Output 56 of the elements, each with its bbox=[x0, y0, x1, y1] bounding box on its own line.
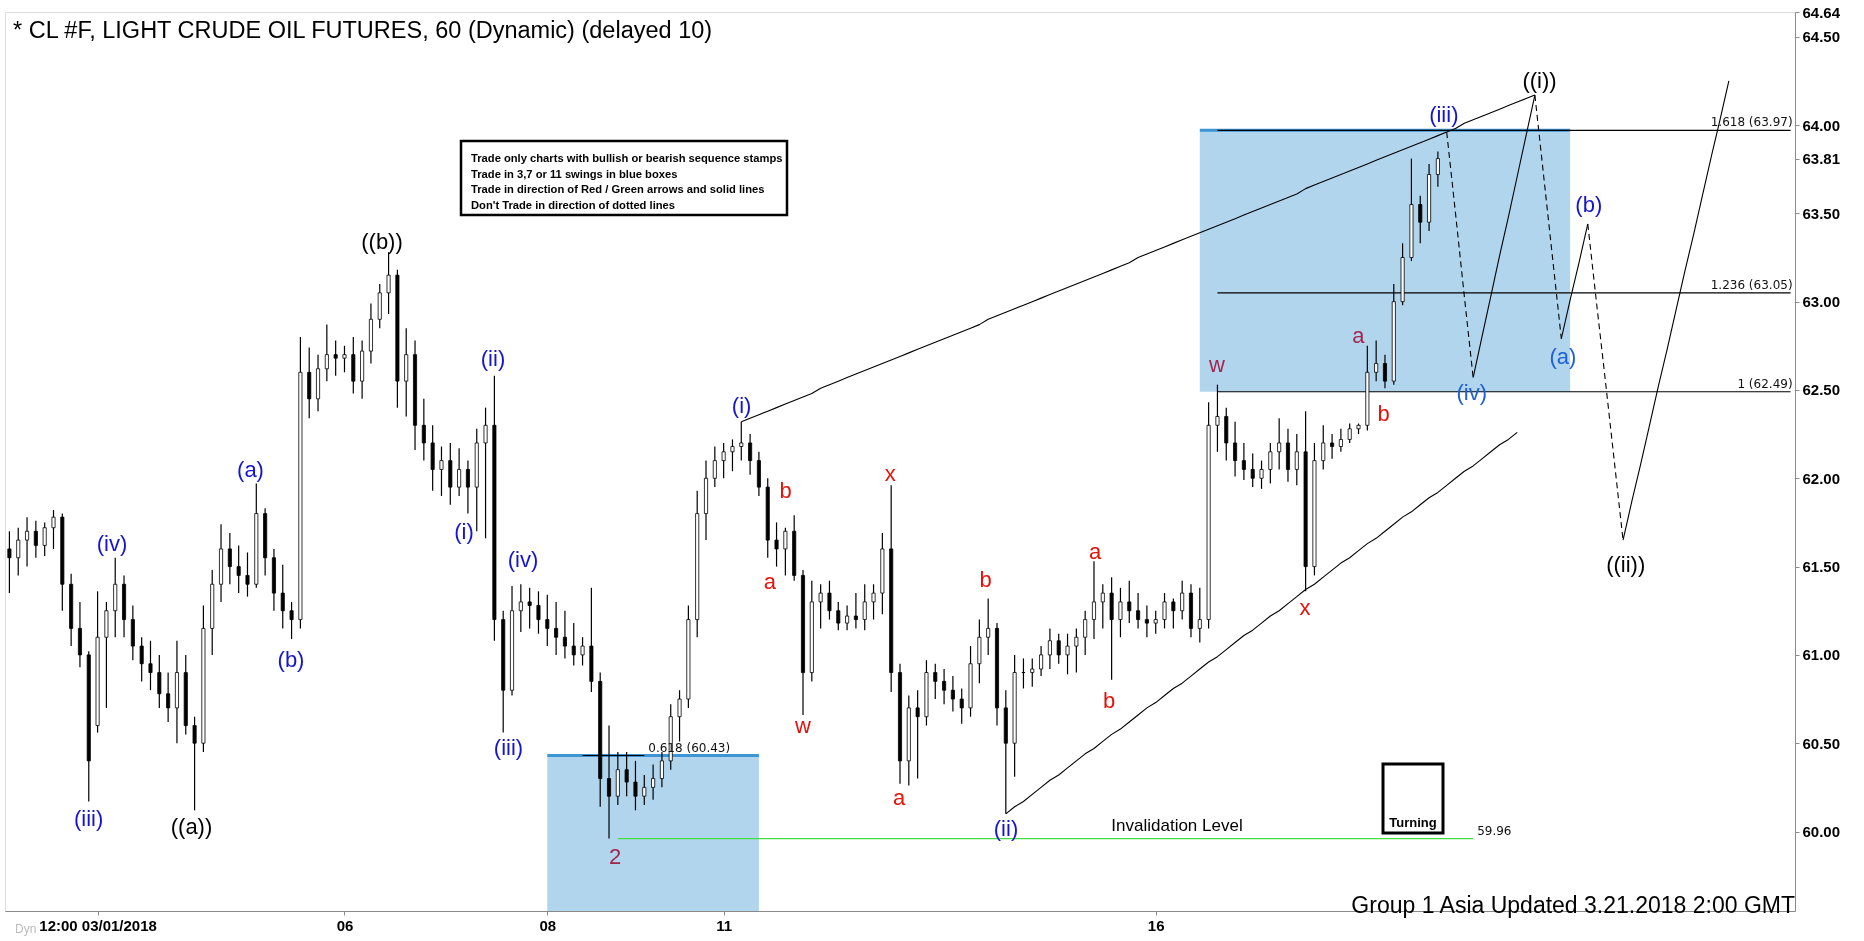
y-tick-label: 62.00 bbox=[1802, 469, 1841, 487]
annotation: (iv) bbox=[507, 547, 539, 572]
annotation: ((i)) bbox=[1522, 68, 1557, 94]
annotation: b bbox=[779, 477, 792, 503]
x-tick-label: 16 bbox=[1147, 916, 1165, 934]
y-tick-label: 64.00 bbox=[1802, 116, 1841, 134]
annotation: (i) bbox=[454, 519, 474, 544]
y-tick-label: 62.50 bbox=[1802, 381, 1841, 399]
annotation: b bbox=[1377, 401, 1390, 426]
annotation: (a) bbox=[237, 457, 264, 482]
y-tick-label: 63.81 bbox=[1802, 150, 1841, 168]
y-tick-label: 63.00 bbox=[1802, 293, 1841, 311]
y-tick-label: 60.50 bbox=[1802, 734, 1841, 752]
annotation: ((b)) bbox=[361, 229, 403, 254]
annotation: w bbox=[1208, 351, 1226, 377]
annotation: (b) bbox=[1575, 191, 1603, 217]
annotation: (iii) bbox=[1429, 102, 1459, 127]
x-tick-label: 06 bbox=[336, 916, 354, 934]
x-tick-label: 12:00 03/01/2018 bbox=[39, 916, 157, 934]
series-label: 59.96 bbox=[1477, 823, 1512, 838]
series-label: 1.236 (63.05) bbox=[1710, 277, 1793, 292]
annotation: (ii) bbox=[993, 816, 1019, 841]
y-tick-label: 61.00 bbox=[1802, 646, 1841, 664]
annotation: b bbox=[1102, 688, 1116, 713]
annotation: Turning bbox=[1389, 815, 1437, 830]
annotation: a bbox=[763, 569, 777, 594]
annotation: Trade only charts with bullish or bearish sequence stamps Trade in 3,7 or 11 swings in blue boxes Trade in direction of Red / Green arrows and solid lines Don't Trade in direction of dotted lines bbox=[471, 152, 783, 211]
annotation: Invalidation Level bbox=[1111, 816, 1243, 835]
annotation: (i) bbox=[731, 393, 752, 418]
series-label: 1 (62.49) bbox=[1737, 376, 1793, 391]
y-tick-label: 61.50 bbox=[1802, 558, 1841, 576]
annotation: ((a)) bbox=[170, 814, 213, 839]
y-tick-label: 63.50 bbox=[1802, 204, 1841, 222]
annotation: (a) bbox=[1549, 343, 1577, 369]
annotation: (iii) bbox=[73, 806, 104, 831]
y-tick-label: 64.64 bbox=[1802, 3, 1841, 21]
annotation: b bbox=[979, 567, 992, 592]
annotation: a bbox=[1088, 539, 1102, 564]
text: Dyn bbox=[15, 922, 37, 936]
annotation: w bbox=[793, 713, 811, 738]
chart-title: * CL #F, LIGHT CRUDE OIL FUTURES, 60 (Dynamic) (delayed 10) bbox=[13, 17, 713, 43]
annotation: (iv) bbox=[96, 531, 128, 556]
annotation: x bbox=[1299, 594, 1311, 620]
annotation: 2 bbox=[608, 844, 622, 869]
annotation: (iii) bbox=[493, 735, 524, 760]
annotation: ((ii)) bbox=[1606, 551, 1646, 577]
x-tick-label: 11 bbox=[716, 916, 733, 934]
annotation: a bbox=[893, 785, 907, 810]
y-tick-label: 60.00 bbox=[1802, 823, 1841, 841]
x-tick-label: 08 bbox=[539, 916, 557, 934]
annotation: x bbox=[884, 461, 896, 486]
annotation: (b) bbox=[277, 647, 305, 672]
annotation: a bbox=[1352, 322, 1366, 348]
y-tick-label: 64.50 bbox=[1802, 28, 1841, 46]
annotation: (ii) bbox=[480, 346, 506, 371]
annotation: Group 1 Asia Updated 3.21.2018 2:00 GMT bbox=[1351, 892, 1795, 918]
